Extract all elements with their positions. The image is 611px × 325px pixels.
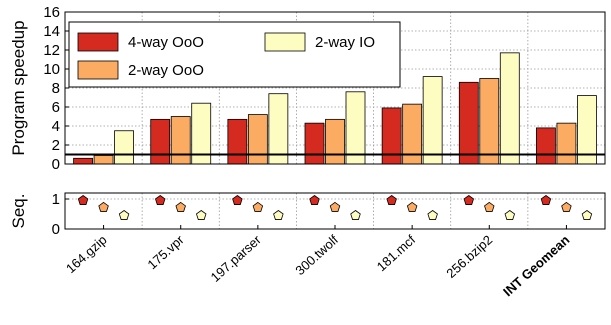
- bar-4-way-ooo-3: [304, 122, 325, 165]
- seq-point-4-way-ooo-1: [154, 195, 166, 205]
- seq-point-2-way-io-6: [581, 210, 593, 220]
- bar-2-way-io-5: [499, 52, 520, 165]
- seq-point-2-way-io-5: [504, 210, 516, 220]
- bar-2-way-ooo-5: [479, 78, 500, 165]
- x-tick-label: 175.vpr: [144, 232, 187, 273]
- seq-point-2-way-io-1: [195, 210, 207, 220]
- y-tick-label: 16: [43, 4, 60, 21]
- bar-2-way-ooo-0: [93, 155, 114, 165]
- bar-4-way-ooo-1: [150, 118, 171, 165]
- seq-point-4-way-ooo-4: [386, 195, 397, 205]
- x-tick-label: INT Geomean: [500, 232, 572, 299]
- seq-point-2-way-ooo-4: [406, 201, 418, 212]
- bar-4-way-ooo-5: [458, 81, 479, 165]
- bar-2-way-ooo-1: [170, 116, 191, 165]
- seq-point-2-way-ooo-1: [175, 201, 186, 212]
- legend-label: 2-way OoO: [128, 62, 204, 79]
- y-tick-label: 14: [43, 23, 60, 40]
- seq-point-2-way-io-0: [118, 210, 130, 220]
- seq-point-4-way-ooo-5: [463, 195, 475, 205]
- legend-box: [68, 21, 401, 88]
- seq-point-2-way-io-3: [350, 210, 361, 220]
- x-tick-label: 256.bzip2: [443, 232, 495, 281]
- bar-2-way-io-3: [345, 91, 366, 165]
- y-tick-label: 12: [43, 42, 60, 59]
- bar-4-way-ooo-6: [536, 127, 556, 165]
- bar-2-way-io-0: [114, 130, 134, 165]
- seq-point-4-way-ooo-2: [232, 195, 243, 205]
- bar-2-way-ooo-3: [325, 118, 345, 165]
- legend-swatch: [264, 32, 306, 52]
- seq-point-2-way-ooo-3: [329, 201, 341, 212]
- seq-y-tick-label: 1: [52, 191, 60, 208]
- y-axis-label: Program speedup: [9, 20, 28, 155]
- x-tick-label: 164.gzip: [63, 232, 110, 276]
- legend: 4-way OoO 2-way OoO 2-way IO: [68, 21, 401, 88]
- x-tick-label: 300.twolf: [292, 232, 341, 278]
- bar-4-way-ooo-2: [227, 118, 248, 165]
- seq-point-2-way-ooo-5: [484, 201, 495, 212]
- bar-4-way-ooo-4: [381, 107, 402, 165]
- y-tick-label: 10: [43, 61, 60, 78]
- bar-2-way-io-4: [422, 76, 443, 165]
- x-tick-label: 181.mcf: [374, 232, 419, 274]
- y-tick-label: 2: [52, 137, 60, 154]
- legend-swatch: [77, 32, 119, 52]
- seq-point-2-way-io-2: [273, 210, 284, 220]
- seq-point-2-way-io-4: [427, 210, 438, 220]
- legend-label: 4-way OoO: [128, 34, 204, 51]
- legend-label: 2-way IO: [315, 34, 375, 51]
- y-tick-label: 0: [52, 156, 60, 173]
- legend-swatch: [77, 60, 119, 80]
- seq-y-tick-label: 0: [52, 221, 60, 238]
- bar-2-way-io-2: [268, 93, 289, 165]
- seq-point-4-way-ooo-6: [540, 195, 552, 205]
- bar-4-way-ooo-0: [73, 157, 93, 165]
- seq-point-4-way-ooo-0: [77, 195, 89, 205]
- y-tick-label: 4: [52, 118, 60, 135]
- x-tick-label: 197.parser: [208, 232, 265, 285]
- seq-point-4-way-ooo-3: [309, 195, 320, 205]
- seq-point-2-way-ooo-6: [561, 201, 572, 212]
- seq-point-2-way-ooo-0: [98, 201, 109, 212]
- seq-y-axis-label: Seq.: [9, 194, 28, 229]
- y-tick-label: 6: [52, 99, 60, 116]
- seq-point-2-way-ooo-2: [252, 201, 264, 212]
- bar-2-way-ooo-6: [556, 122, 577, 165]
- y-tick-label: 8: [52, 80, 60, 97]
- bar-2-way-ooo-2: [247, 114, 268, 165]
